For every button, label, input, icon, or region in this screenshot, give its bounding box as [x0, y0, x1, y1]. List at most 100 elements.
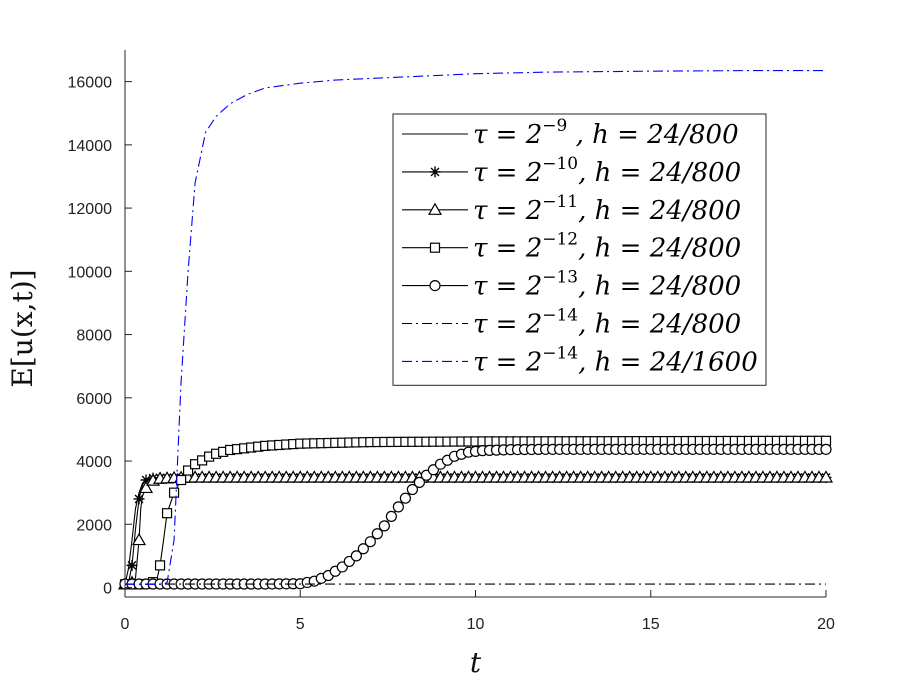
legend-entry: τ = 2−12, h = 24/800	[402, 230, 741, 264]
legend-label-tail: , h = 24/800	[578, 234, 741, 264]
data-point	[168, 487, 180, 498]
axes: 0 5 10 15 20 0 2000 4000 6000 8000 10000 12000 14000…	[68, 50, 835, 633]
y-tick-label: 6000	[76, 391, 112, 408]
series-markers	[117, 470, 834, 590]
legend-label-tail: , h = 24/800	[578, 310, 741, 340]
data-point	[820, 443, 832, 455]
series-line	[124, 476, 826, 585]
marker-circle	[392, 501, 404, 513]
legend-label-exponent: −12	[542, 230, 578, 250]
legend-marker	[429, 280, 441, 292]
series-line	[125, 440, 827, 585]
x-tick-label: 0	[121, 616, 130, 633]
legend-label-tail: , h = 24/800	[567, 120, 738, 150]
x-tick-label: 15	[642, 616, 660, 633]
series-markers	[119, 471, 832, 590]
data-point	[131, 532, 147, 546]
data-point	[126, 559, 138, 571]
legend-label-main: τ = 2	[473, 120, 542, 150]
legend-label-main: τ = 2	[473, 310, 542, 340]
series-0	[124, 476, 826, 585]
data-point	[357, 543, 369, 555]
x-axis-label: t	[470, 646, 482, 679]
legend-marker	[429, 242, 441, 253]
marker-circle	[350, 550, 362, 562]
legend-entry: τ = 2−10, h = 24/800	[402, 154, 741, 188]
series-line	[124, 476, 826, 585]
marker-circle	[385, 510, 397, 522]
legend-label-exponent: −10	[542, 154, 578, 174]
data-point	[399, 492, 411, 504]
marker-star	[429, 166, 441, 178]
marker-square	[161, 508, 173, 519]
legend-entry: τ = 2−13, h = 24/800	[402, 268, 741, 302]
y-tick-label: 14000	[68, 138, 113, 155]
legend-label-tail: , h = 24/800	[578, 272, 741, 302]
marker-star	[126, 559, 138, 571]
legend-label-main: τ = 2	[473, 158, 542, 188]
marker-square	[182, 465, 194, 476]
series-3	[119, 435, 832, 590]
data-point	[406, 483, 419, 496]
data-point	[385, 510, 397, 522]
data-point	[161, 508, 173, 519]
y-tick-label: 4000	[76, 454, 112, 471]
legend-marker	[427, 202, 443, 215]
y-tick-label: 8000	[76, 328, 112, 345]
series-6	[125, 70, 826, 585]
data-point	[140, 474, 152, 486]
marker-star	[133, 493, 145, 505]
x-tick-label: 5	[296, 616, 305, 633]
data-point	[378, 520, 390, 532]
y-tick-label: 2000	[76, 517, 112, 534]
data-point	[182, 465, 194, 476]
y-tick-label: 16000	[68, 75, 113, 92]
legend-label-tail: , h = 24/800	[578, 158, 741, 188]
x-tick-label: 20	[817, 616, 835, 633]
legend-entry: τ = 2−14, h = 24/800	[402, 306, 741, 340]
data-point	[818, 470, 834, 483]
data-point	[364, 536, 376, 548]
series-markers	[119, 435, 832, 590]
legend-label-main: τ = 2	[473, 272, 542, 302]
legend-entry: τ = 2−11, h = 24/800	[402, 192, 741, 226]
legend-label-exponent: −11	[542, 192, 578, 212]
marker-square	[154, 560, 166, 571]
legend-label-exponent: −9	[542, 116, 567, 136]
marker-triangle	[138, 480, 154, 494]
data-point	[413, 476, 426, 488]
legend-label-exponent: −13	[542, 268, 578, 288]
legend-marker	[429, 166, 441, 178]
legend-label: τ = 2−9 , h = 24/800	[473, 116, 739, 150]
data-point	[138, 480, 154, 494]
series-line	[125, 70, 826, 585]
legend-label: τ = 2−13, h = 24/800	[473, 268, 741, 302]
legend-label-exponent: −14	[542, 306, 578, 326]
marker-circle	[357, 543, 369, 555]
marker-triangle	[427, 202, 443, 215]
data-point	[371, 528, 383, 540]
legend-label: τ = 2−10, h = 24/800	[473, 154, 741, 188]
legend-label: τ = 2−11, h = 24/800	[473, 192, 741, 226]
marker-square	[429, 242, 441, 253]
marker-triangle	[131, 532, 147, 546]
y-axis-label: E[u(x,t)]	[6, 269, 39, 387]
data-point	[350, 550, 362, 562]
series-4	[119, 443, 832, 590]
x-tick-label: 10	[467, 616, 485, 633]
data-point	[392, 501, 404, 513]
legend-label-tail: , h = 24/800	[578, 196, 741, 226]
marker-triangle	[818, 470, 834, 483]
series-line	[124, 476, 826, 585]
legend-label-main: τ = 2	[473, 234, 542, 264]
y-tick-label: 0	[103, 581, 112, 598]
legend-entry: τ = 2−14, h = 24/1600	[402, 343, 758, 377]
legend-entry: τ = 2−9 , h = 24/800	[402, 116, 739, 150]
legend-label: τ = 2−14, h = 24/1600	[473, 343, 758, 377]
marker-square	[175, 474, 187, 486]
legend-box	[392, 113, 767, 386]
series-2	[117, 470, 834, 590]
marker-circle	[429, 280, 441, 292]
